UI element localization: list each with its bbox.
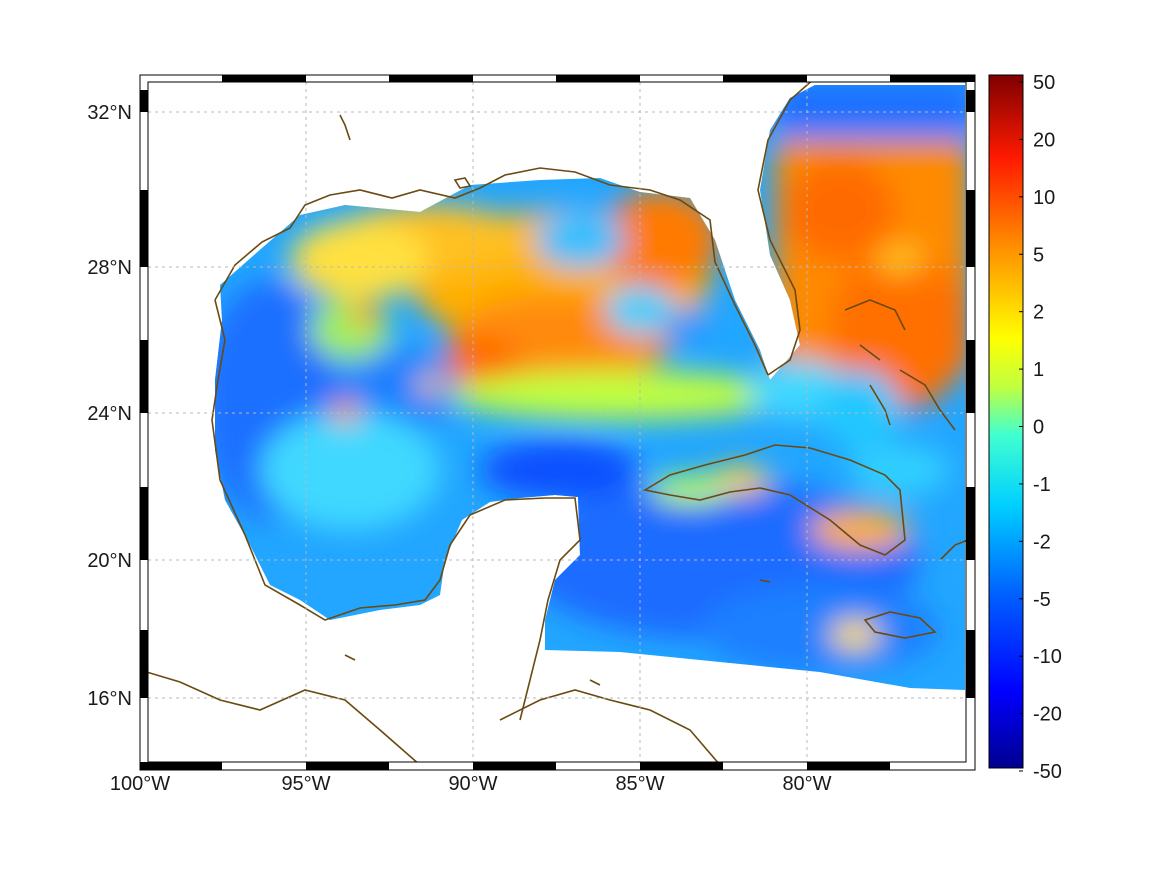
lat-label-28n: 28°N — [87, 257, 132, 279]
colorbar-gradient — [988, 74, 1024, 769]
colorbar-label: -2 — [1033, 531, 1051, 553]
map-frame — [139, 74, 976, 771]
colorbar-label: -20 — [1033, 704, 1062, 726]
lon-label-95w: 95°W — [281, 773, 330, 795]
sea-surface-field — [215, 85, 965, 690]
graticule — [148, 82, 966, 762]
latitude-labels: 32°N 28°N 24°N 20°N 16°N — [87, 102, 132, 710]
colorbar-label: 1 — [1033, 359, 1044, 381]
colorbar-label: -1 — [1033, 474, 1051, 496]
colorbar-label: -50 — [1033, 761, 1062, 783]
colorbar-label: -5 — [1033, 589, 1051, 611]
colorbar-label: 0 — [1033, 417, 1044, 439]
lat-label-16n: 16°N — [87, 688, 132, 710]
colorbar-label: 2 — [1033, 302, 1044, 324]
lat-label-20n: 20°N — [87, 550, 132, 572]
longitude-labels: 100°W 95°W 90°W 85°W 80°W — [110, 773, 832, 795]
lon-label-100w: 100°W — [110, 773, 170, 795]
colorbar-label: 20 — [1033, 129, 1055, 151]
colorbar-label: 10 — [1033, 187, 1055, 209]
lat-label-32n: 32°N — [87, 102, 132, 124]
lon-label-85w: 85°W — [615, 773, 664, 795]
lon-label-90w: 90°W — [448, 773, 497, 795]
colorbar-label: -10 — [1033, 646, 1062, 668]
colorbar-label: 5 — [1033, 244, 1044, 266]
lat-label-24n: 24°N — [87, 403, 132, 425]
coastline — [148, 82, 966, 762]
colorbar-label: 50 — [1033, 72, 1055, 94]
lon-label-80w: 80°W — [782, 773, 831, 795]
